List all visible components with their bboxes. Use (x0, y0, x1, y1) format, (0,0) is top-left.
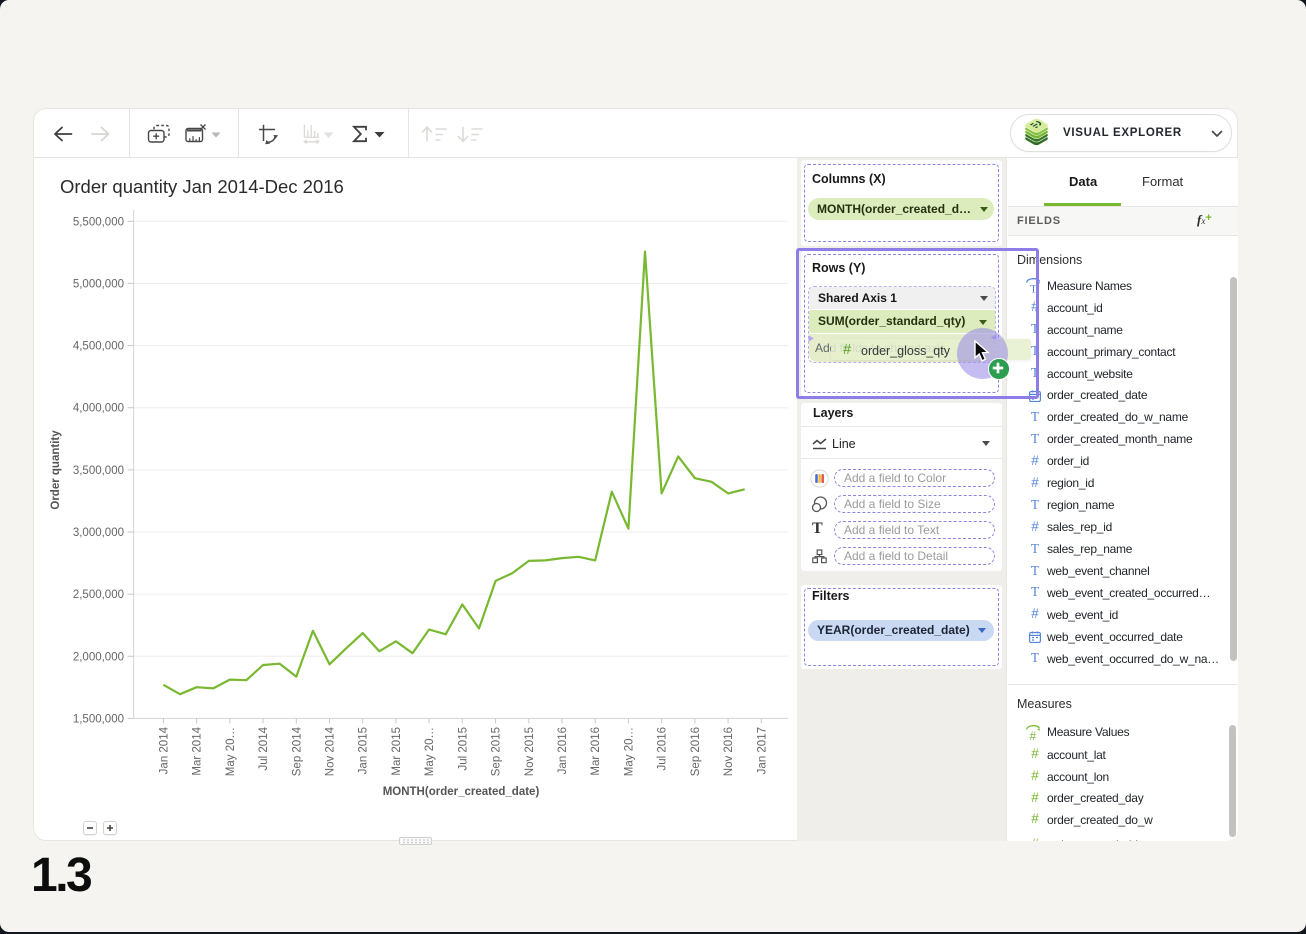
svg-text:Nov 2016: Nov 2016 (723, 727, 735, 776)
svg-text:3,000,000: 3,000,000 (73, 527, 124, 539)
svg-text:May 20…: May 20… (623, 727, 635, 776)
svg-text:2,500,000: 2,500,000 (73, 589, 124, 601)
svg-text:5,500,000: 5,500,000 (73, 216, 124, 228)
svg-text:Jan 2014: Jan 2014 (158, 726, 170, 774)
svg-text:Jul 2014: Jul 2014 (258, 726, 270, 770)
svg-text:5,000,000: 5,000,000 (73, 278, 124, 290)
svg-text:Nov 2015: Nov 2015 (524, 727, 536, 776)
svg-text:Order quantity: Order quantity (50, 430, 62, 510)
svg-text:Mar 2014: Mar 2014 (192, 726, 204, 775)
svg-text:Jul 2015: Jul 2015 (457, 727, 469, 770)
svg-text:Jan 2017: Jan 2017 (756, 727, 768, 774)
svg-text:#: # (1030, 729, 1037, 742)
svg-text:Sep 2015: Sep 2015 (491, 727, 503, 776)
svg-text:May 20…: May 20… (424, 727, 436, 776)
svg-text:4,000,000: 4,000,000 (73, 403, 124, 415)
svg-text:3,500,000: 3,500,000 (73, 465, 124, 477)
svg-text:Sep 2016: Sep 2016 (690, 727, 702, 776)
svg-text:2,000,000: 2,000,000 (73, 651, 124, 663)
svg-text:4,500,000: 4,500,000 (73, 341, 124, 353)
svg-text:Mar 2015: Mar 2015 (391, 727, 403, 776)
svg-text:1,500,000: 1,500,000 (73, 713, 124, 725)
svg-text:Jan 2016: Jan 2016 (557, 727, 569, 774)
svg-text:Mar 2016: Mar 2016 (590, 727, 602, 776)
svg-text:Jan 2015: Jan 2015 (358, 727, 370, 774)
svg-text:MONTH(order_created_date): MONTH(order_created_date) (383, 786, 540, 798)
svg-text:Nov 2014: Nov 2014 (325, 726, 337, 776)
svg-text:Sep 2014: Sep 2014 (291, 726, 303, 776)
svg-text:May 20…: May 20… (225, 727, 237, 776)
svg-text:Jul 2016: Jul 2016 (657, 727, 669, 770)
svg-text:T: T (1030, 284, 1037, 296)
